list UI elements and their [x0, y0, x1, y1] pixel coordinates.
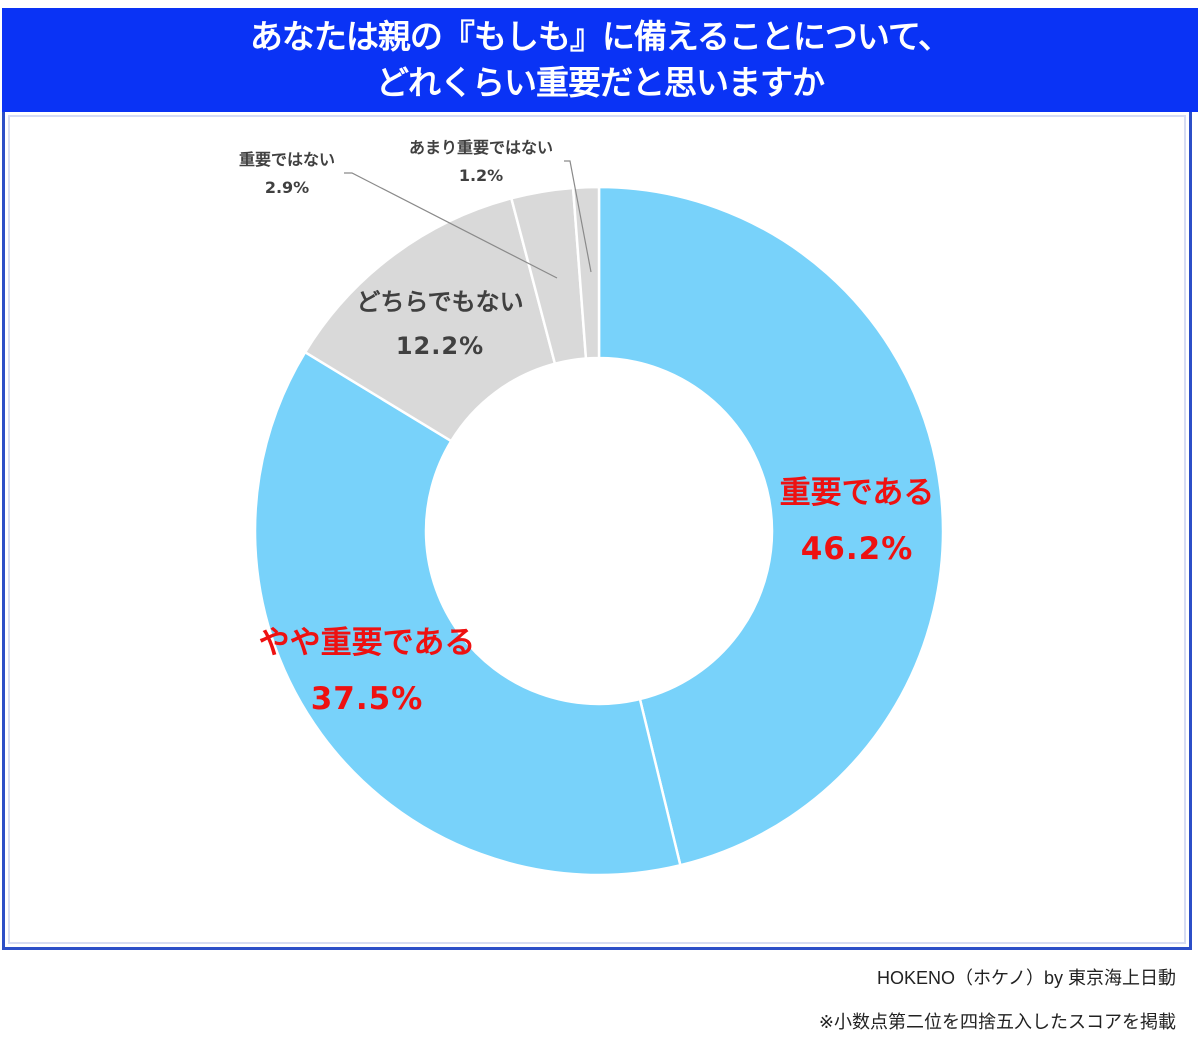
rounding-note: ※小数点第二位を四捨五入したスコアを掲載: [818, 1012, 1176, 1032]
label-not-very-important-value: 1.2%: [458, 166, 504, 185]
label-not-very-important-name: あまり重要ではない: [408, 138, 553, 157]
chart-frame-inner: [8, 115, 1186, 944]
slice-not-very-important: [571, 185, 601, 360]
label-not-important-value: 2.9%: [264, 178, 310, 197]
slice-somewhat-important: [253, 350, 682, 877]
label-important-name: 重要である: [779, 475, 935, 511]
label-not-very-important: あまり重要ではない 1.2%: [396, 137, 566, 187]
label-somewhat-important-value: 37.5%: [310, 681, 424, 717]
slice-important: [597, 185, 945, 867]
chart-frame: [2, 112, 1192, 950]
chart-title-line-2: どれくらい重要だと思いますか: [376, 63, 825, 102]
chart-title-bar: あなたは親の『もしも』に備えることについて、 どれくらい重要だと思いますか: [2, 8, 1198, 112]
leader-lines: [344, 160, 592, 279]
label-not-important-name: 重要ではない: [238, 150, 335, 169]
source-credit: HOKENO（ホケノ）by 東京海上日動: [877, 968, 1176, 988]
label-important: 重要である 46.2%: [772, 472, 942, 570]
label-neither-value: 12.2%: [395, 332, 485, 360]
chart-title-line-1: あなたは親の『もしも』に備えることについて、: [249, 17, 951, 56]
label-somewhat-important-name: やや重要である: [258, 625, 476, 661]
label-somewhat-important: やや重要である 37.5%: [252, 622, 482, 720]
label-important-value: 46.2%: [800, 531, 914, 567]
donut-slices: [253, 185, 945, 877]
label-neither-name: どちらでもない: [356, 288, 524, 316]
leader-line-not-very-important: [564, 160, 592, 273]
leader-line-not-important: [344, 172, 558, 279]
label-neither: どちらでもない 12.2%: [350, 286, 530, 362]
slice-neither: [303, 196, 557, 443]
label-not-important: 重要ではない 2.9%: [222, 149, 352, 199]
